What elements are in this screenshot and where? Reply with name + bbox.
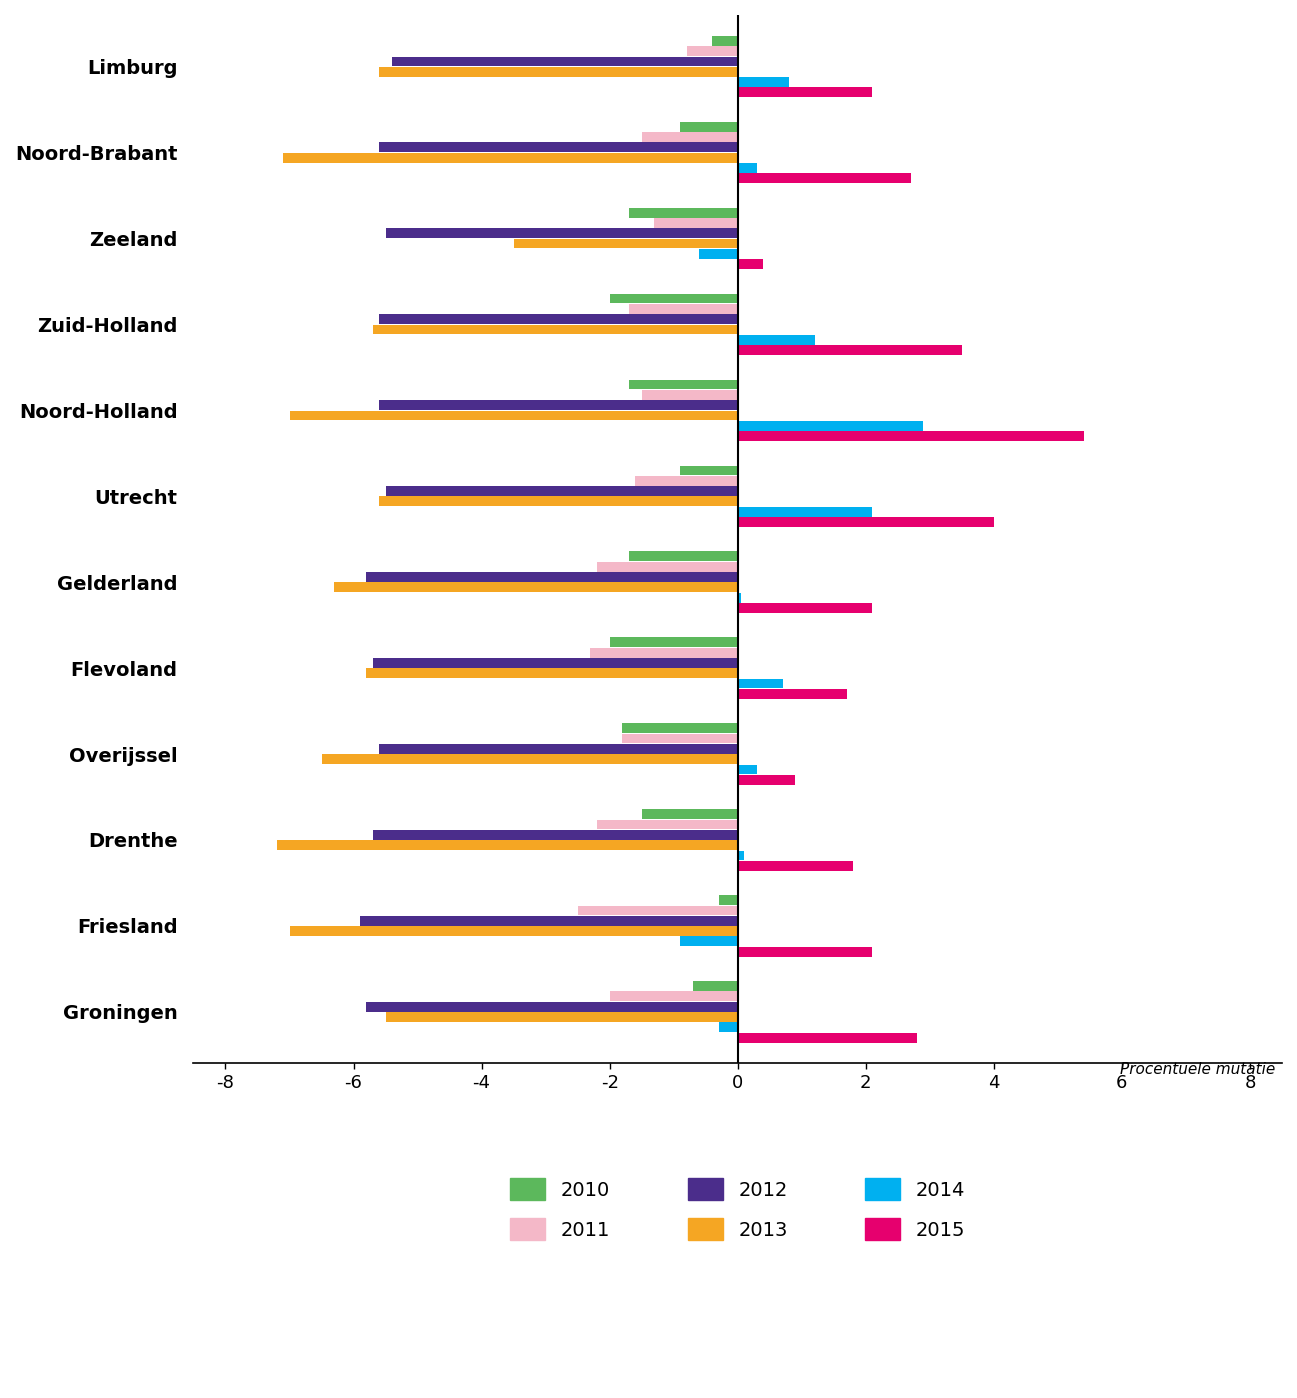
Bar [738, 421, 923, 431]
Bar [283, 152, 738, 162]
Bar [372, 324, 738, 334]
Bar [738, 689, 847, 699]
Bar [680, 937, 738, 946]
Bar [686, 46, 738, 56]
Bar [289, 411, 738, 421]
Bar [642, 390, 738, 400]
Bar [610, 637, 738, 647]
Bar [738, 593, 741, 603]
Bar [366, 572, 738, 582]
Bar [514, 239, 738, 249]
Bar [738, 336, 815, 345]
Bar [738, 77, 789, 87]
Bar [289, 927, 738, 937]
Bar [597, 562, 738, 572]
Bar [738, 88, 872, 98]
Bar [693, 981, 738, 991]
Bar [597, 819, 738, 829]
Bar [738, 850, 744, 860]
Bar [385, 487, 738, 496]
Bar [392, 56, 738, 66]
Bar [738, 173, 910, 183]
Bar [379, 400, 738, 410]
Bar [379, 496, 738, 506]
Bar [335, 583, 738, 593]
Bar [629, 303, 738, 313]
Bar [738, 1033, 917, 1043]
Bar [629, 380, 738, 390]
Bar [642, 133, 738, 143]
Bar [738, 345, 962, 355]
Bar [680, 466, 738, 475]
Bar [629, 208, 738, 218]
Bar [629, 551, 738, 561]
Bar [590, 647, 738, 657]
Bar [623, 723, 738, 733]
Bar [276, 840, 738, 850]
Bar [699, 249, 738, 259]
Bar [366, 1002, 738, 1012]
Bar [738, 765, 757, 774]
Bar [680, 122, 738, 131]
Bar [610, 294, 738, 303]
Bar [379, 315, 738, 324]
Bar [636, 475, 738, 485]
Bar [642, 809, 738, 819]
Bar [738, 164, 757, 173]
Bar [366, 668, 738, 678]
Bar [738, 861, 853, 871]
Bar [712, 36, 738, 46]
Bar [738, 603, 872, 612]
Bar [372, 658, 738, 668]
Bar [610, 991, 738, 1001]
Text: Procentuele mutatie: Procentuele mutatie [1121, 1061, 1275, 1076]
Bar [738, 774, 795, 784]
Bar [379, 143, 738, 152]
Bar [738, 431, 1083, 440]
Bar [738, 517, 994, 527]
Bar [322, 755, 738, 765]
Bar [738, 946, 872, 956]
Bar [379, 67, 738, 77]
Bar [623, 734, 738, 744]
Bar [738, 259, 764, 268]
Bar [372, 830, 738, 840]
Bar [577, 906, 738, 916]
Bar [385, 228, 738, 238]
Bar [655, 218, 738, 228]
Bar [719, 895, 738, 905]
Bar [738, 507, 872, 517]
Bar [719, 1022, 738, 1032]
Bar [361, 916, 738, 925]
Legend: 2010, 2011, 2012, 2013, 2014, 2015: 2010, 2011, 2012, 2013, 2014, 2015 [510, 1179, 965, 1240]
Bar [379, 744, 738, 754]
Bar [385, 1012, 738, 1022]
Bar [738, 678, 782, 688]
